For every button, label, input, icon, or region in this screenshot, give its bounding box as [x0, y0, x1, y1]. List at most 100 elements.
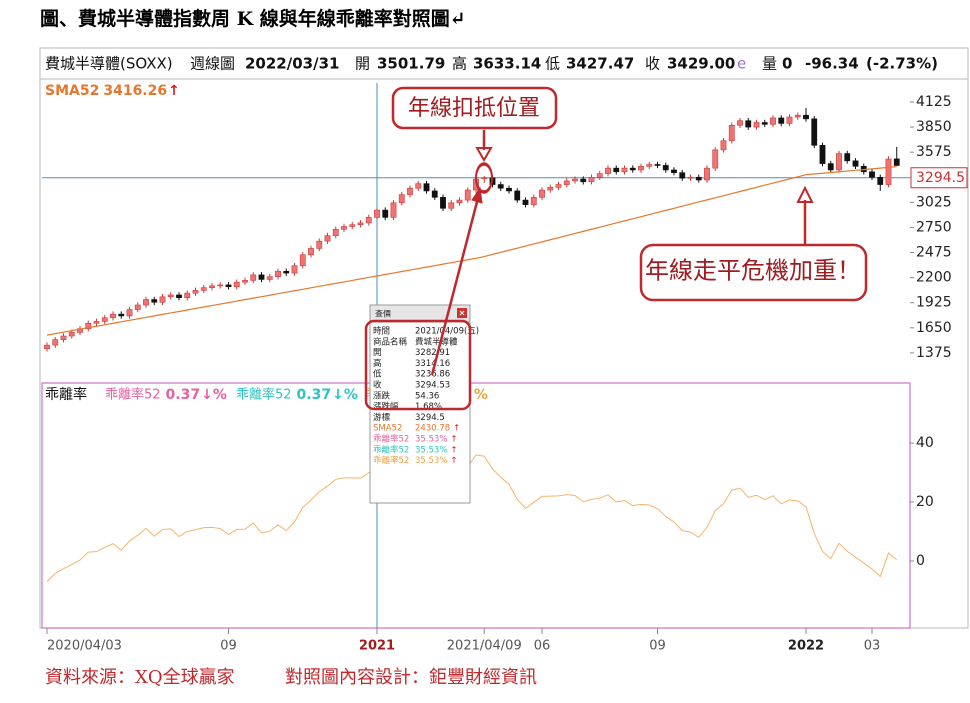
- candle-body: [225, 284, 232, 288]
- candle-body: [143, 299, 149, 306]
- y-tick-label: 3025: [916, 194, 952, 210]
- y-tick-label: 2200: [916, 270, 952, 286]
- y-tick-label: 20: [916, 494, 934, 510]
- candle-body: [415, 183, 422, 189]
- candle-body: [506, 187, 512, 192]
- candle-body: [176, 294, 182, 298]
- header-high-label: 高: [452, 55, 467, 73]
- tooltip-value: 54.36: [415, 391, 439, 401]
- candle-body: [671, 169, 677, 173]
- candle-body: [316, 240, 323, 249]
- candle-body: [308, 248, 314, 256]
- x-tick-label: 06: [534, 639, 551, 654]
- y-tick-label: 3575: [916, 144, 952, 160]
- x-tick-label: 2022: [788, 639, 824, 654]
- candle-body: [217, 284, 224, 287]
- candle-body: [819, 145, 826, 164]
- annotation-box: [639, 243, 868, 302]
- candle-body: [563, 180, 570, 185]
- candle-body: [778, 117, 785, 124]
- annotation-text: 年線走平危機加重！: [645, 257, 861, 285]
- candle-body: [275, 270, 281, 278]
- arrow-head: [471, 186, 483, 204]
- tooltip-title: 查價: [375, 309, 391, 319]
- candle-body: [151, 299, 158, 303]
- candle-body: [893, 158, 900, 166]
- candle-body: [720, 140, 727, 151]
- candle-body: [101, 317, 108, 322]
- tooltip-arrow: ↑: [450, 445, 457, 455]
- candle-body: [431, 190, 438, 198]
- candle-body: [588, 176, 595, 183]
- x-tick-label: 2021/04/09: [447, 639, 522, 654]
- legend-name: 乖離率52: [105, 387, 161, 403]
- header-open-label: 開: [355, 55, 370, 73]
- candle-body: [167, 294, 174, 298]
- candle-body: [448, 202, 455, 209]
- candle-body: [332, 228, 339, 236]
- header-change-pct: (-2.73%): [866, 55, 938, 73]
- tooltip-highlight: [364, 319, 472, 411]
- x-tick-label: 2021: [359, 639, 395, 654]
- candle-body: [497, 184, 504, 189]
- candle-body: [382, 209, 389, 218]
- y-tick-label: 1375: [916, 345, 952, 361]
- candle-body: [60, 335, 67, 340]
- tooltip-label: 高: [373, 358, 382, 369]
- footer-source: 資料來源：XQ全球贏家: [45, 667, 235, 688]
- plot-layer: 費城半導體(SOXX) 週線圖 2022/03/31 開 3501.79 高 3633.14…: [42, 55, 968, 654]
- y-tick-label: 3850: [916, 119, 952, 135]
- tooltip-label: 商品名稱: [373, 336, 408, 347]
- candle-body: [407, 187, 413, 195]
- close-icon: [459, 310, 465, 316]
- candle-body: [134, 304, 141, 310]
- candle-body: [745, 120, 752, 128]
- cursor-price-label: 3294.5: [916, 170, 965, 186]
- highlight-ellipse: [474, 162, 493, 194]
- header-low: 3427.47: [566, 55, 634, 73]
- candle-body: [786, 116, 793, 124]
- candle-body: [349, 224, 356, 227]
- candle-body: [283, 270, 290, 274]
- tooltip-label: 收: [373, 380, 382, 391]
- y-tick-label: 4125: [916, 94, 952, 110]
- series-line: [46, 440, 898, 582]
- candle-body: [200, 287, 207, 291]
- tooltip-arrow: ↑: [450, 456, 457, 466]
- candle-body: [68, 332, 75, 337]
- candle-body: [704, 167, 710, 181]
- lower-panel-frame: [41, 382, 911, 629]
- candle-body: [572, 178, 578, 182]
- candle-body: [52, 339, 59, 346]
- candle-body: [514, 190, 521, 201]
- header-change: -96.34: [805, 55, 859, 73]
- y-tick-label: 0: [916, 553, 925, 569]
- legend-name: SMA52: [45, 83, 99, 99]
- header-date: 2022/03/31: [245, 55, 339, 73]
- tooltip-label: 低: [373, 369, 382, 380]
- candle-body: [811, 118, 818, 146]
- x-tick-label: 2020/04/03: [47, 639, 122, 654]
- candle-body: [324, 235, 331, 242]
- tooltip-value: 2021/04/09(五): [415, 327, 479, 337]
- candle-body: [357, 222, 364, 226]
- candle-body: [481, 177, 488, 180]
- candle-body: [679, 172, 686, 179]
- tooltip-value: 3314.16: [415, 359, 450, 369]
- candle-body: [803, 114, 809, 120]
- candle-body: [118, 313, 125, 317]
- candle-body: [580, 178, 587, 183]
- tooltip-arrow: ↑: [453, 424, 460, 434]
- header-open: 3501.79: [377, 55, 445, 73]
- header-name: 費城半導體(SOXX): [45, 55, 173, 73]
- tooltip-value: 1.68%: [415, 402, 442, 412]
- header-volume-label: 量: [762, 55, 777, 73]
- candle-body: [646, 164, 653, 167]
- header-close-label: 收: [645, 55, 660, 73]
- candle-body: [695, 176, 702, 181]
- tooltip-label: 漲跌: [373, 390, 391, 401]
- candle-body: [555, 184, 562, 188]
- candle-body: [110, 313, 116, 319]
- candle-body: [209, 285, 215, 288]
